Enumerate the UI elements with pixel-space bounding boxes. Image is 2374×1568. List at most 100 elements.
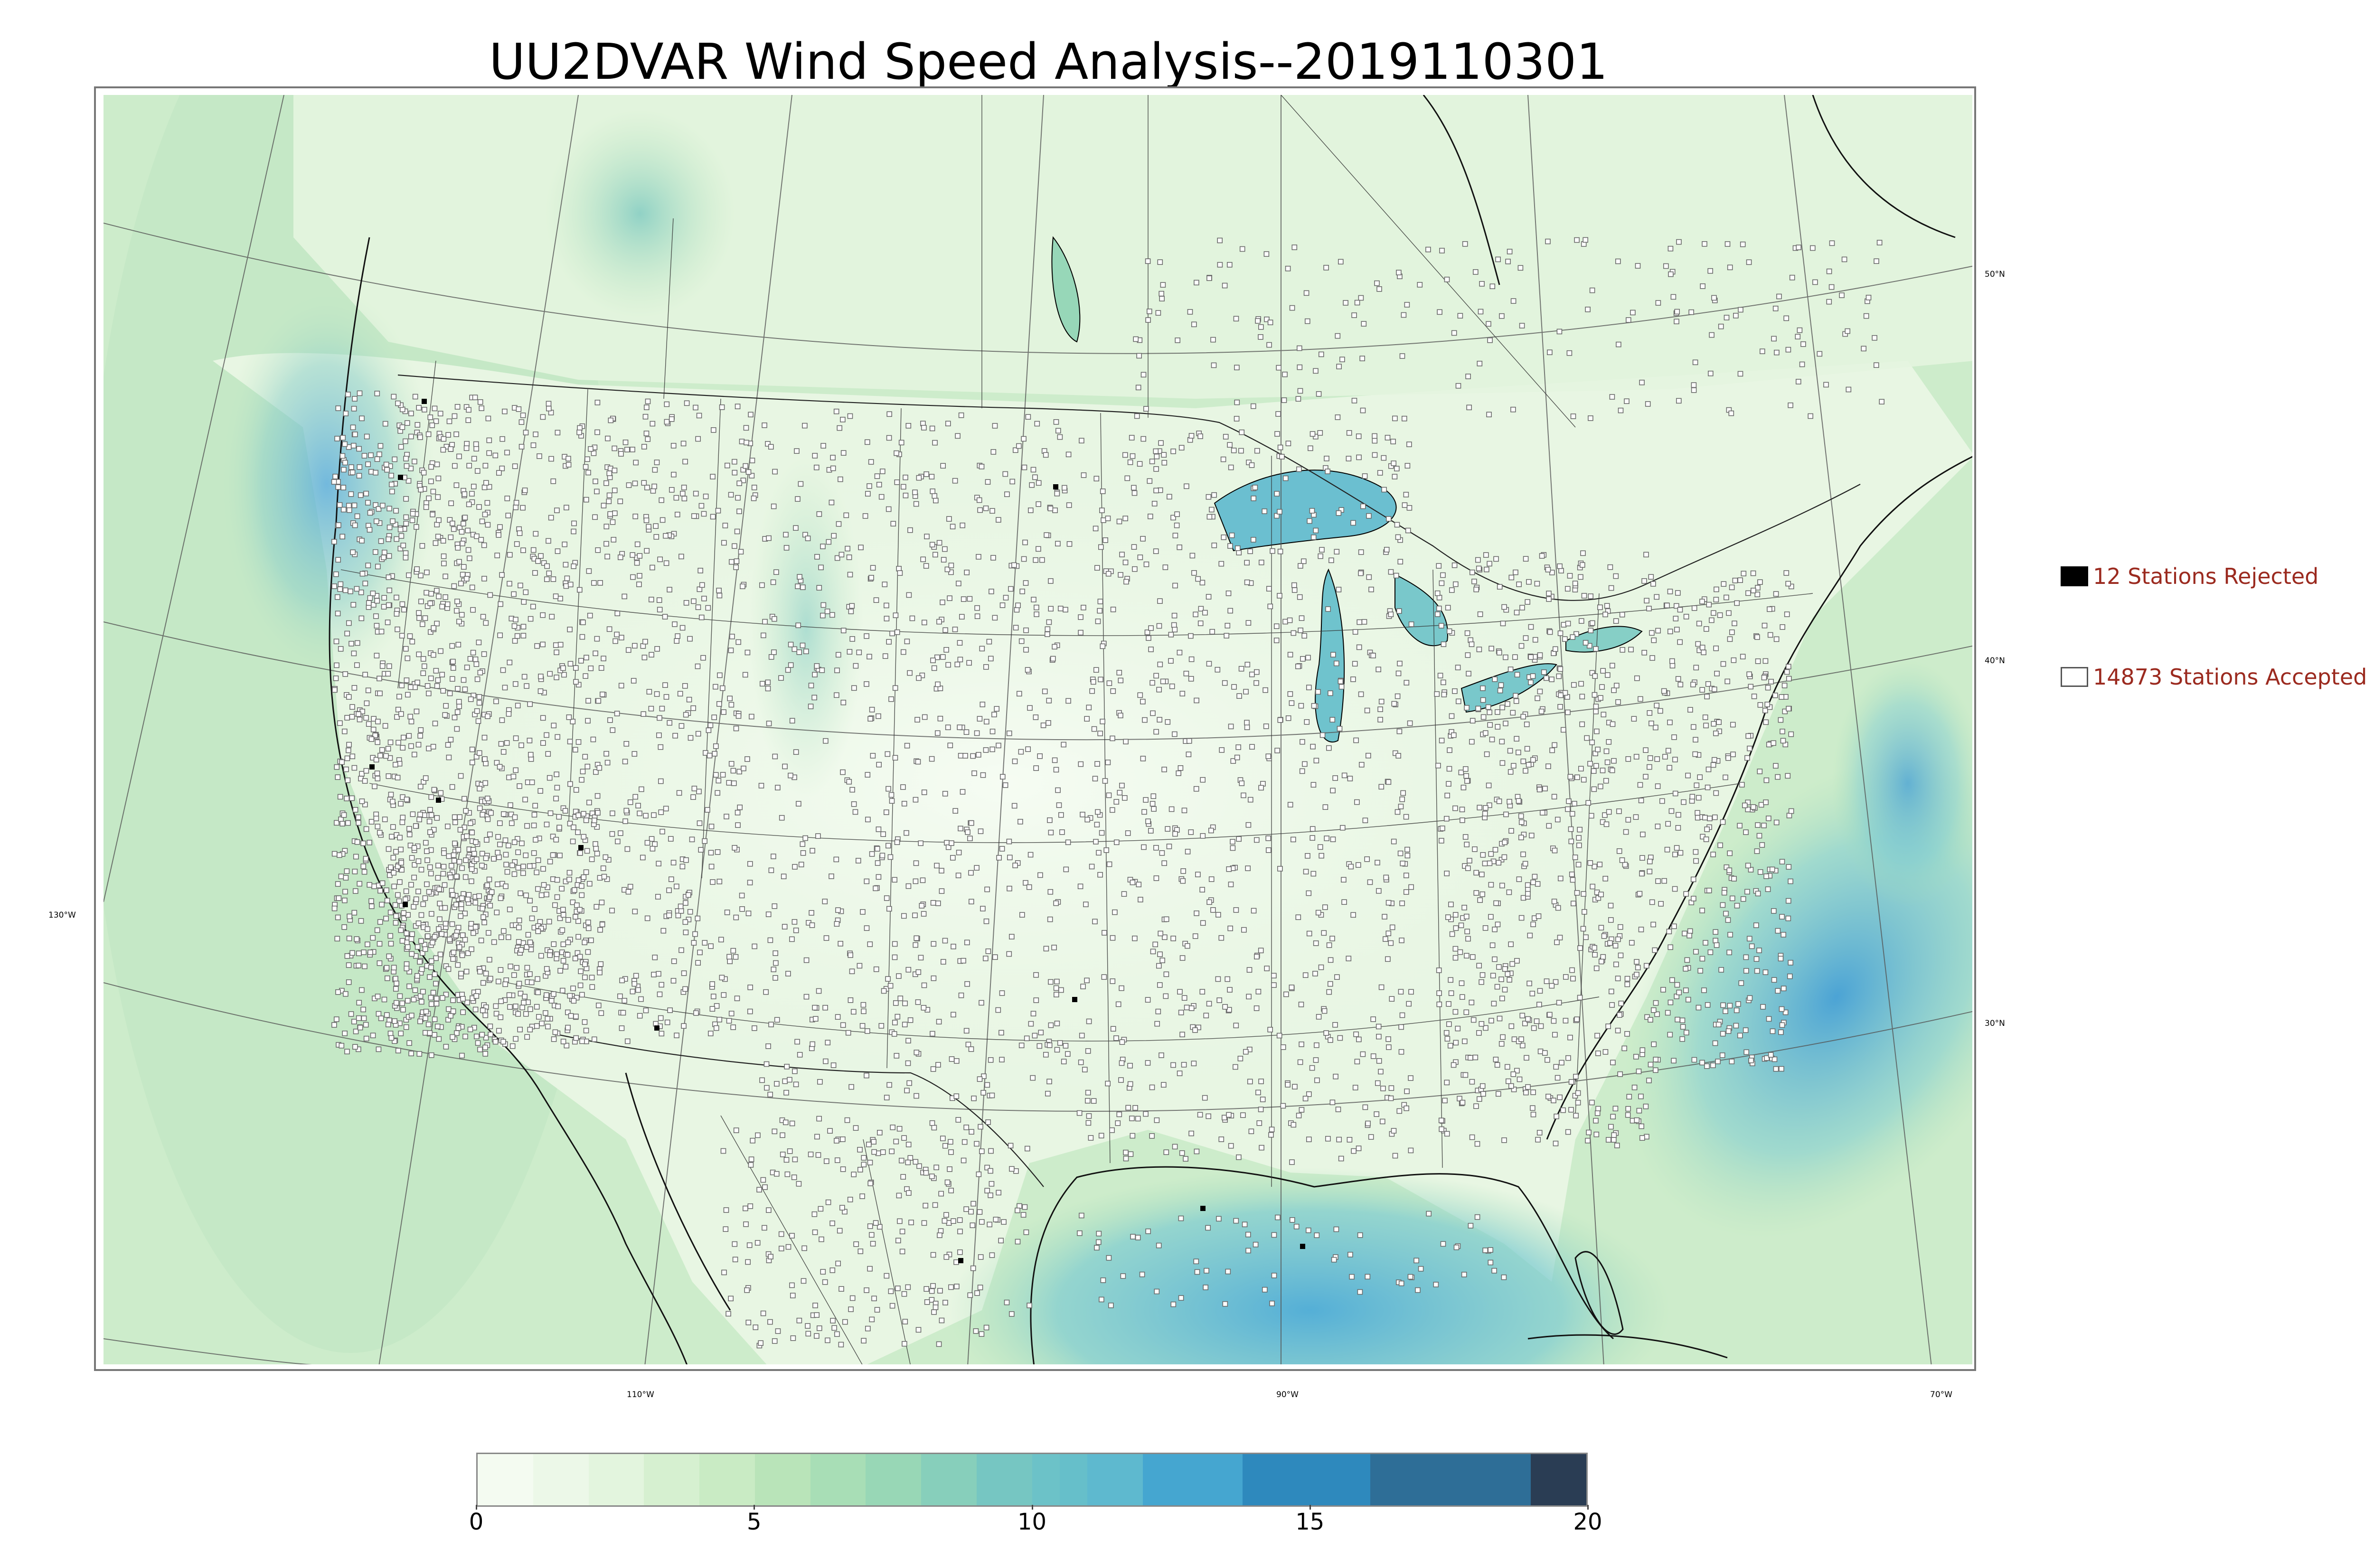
accepted-station-marker: [1163, 993, 1169, 999]
accepted-station-marker: [949, 840, 954, 846]
accepted-station-marker: [398, 711, 404, 717]
accepted-station-marker: [442, 905, 448, 911]
accepted-station-marker: [418, 487, 424, 493]
accepted-station-marker: [976, 752, 981, 758]
accepted-station-marker: [830, 1062, 837, 1068]
accepted-station-marker: [1198, 606, 1204, 612]
accepted-station-marker: [1301, 558, 1307, 564]
accepted-station-marker: [728, 1296, 734, 1302]
accepted-station-marker: [496, 532, 502, 538]
accepted-station-marker: [1053, 419, 1059, 425]
accepted-station-marker: [943, 1212, 949, 1218]
accepted-station-marker: [1357, 619, 1362, 625]
accepted-station-marker: [1194, 280, 1199, 286]
accepted-station-marker: [1301, 633, 1307, 639]
accepted-station-marker: [812, 1229, 818, 1235]
accepted-station-marker: [1507, 667, 1514, 672]
accepted-station-marker: [509, 863, 515, 868]
accepted-station-marker: [1316, 1014, 1322, 1020]
accepted-station-marker: [1215, 912, 1221, 918]
accepted-station-marker: [942, 546, 948, 552]
accepted-station-marker: [554, 785, 560, 790]
accepted-station-marker: [1477, 805, 1482, 810]
accepted-station-marker: [869, 1316, 875, 1323]
accepted-station-marker: [495, 881, 500, 887]
accepted-station-marker: [1033, 714, 1039, 720]
accepted-station-marker: [1459, 980, 1465, 986]
accepted-station-marker: [1280, 1044, 1286, 1050]
accepted-station-marker: [446, 1006, 452, 1012]
accepted-station-marker: [1701, 649, 1706, 656]
accepted-station-marker: [338, 873, 344, 879]
accepted-station-marker: [1131, 490, 1138, 496]
accepted-station-marker: [348, 491, 354, 497]
accepted-station-marker: [610, 519, 616, 525]
accepted-station-marker: [1523, 1089, 1529, 1096]
accepted-station-marker: [1065, 1051, 1071, 1057]
accepted-station-marker: [453, 608, 460, 614]
accepted-station-marker: [374, 623, 380, 629]
accepted-station-marker: [408, 433, 414, 440]
accepted-station-marker: [783, 1157, 790, 1163]
accepted-station-marker: [1710, 762, 1716, 768]
accepted-station-marker: [376, 506, 382, 512]
accepted-station-marker: [1186, 751, 1192, 757]
accepted-station-marker: [721, 1269, 727, 1276]
accepted-station-marker: [633, 973, 639, 979]
meridian-130w: [104, 95, 284, 902]
accepted-station-marker: [481, 920, 487, 925]
accepted-station-marker: [634, 560, 640, 566]
accepted-station-marker: [1319, 732, 1326, 738]
accepted-station-marker: [1567, 1034, 1573, 1041]
accepted-station-marker: [530, 603, 536, 610]
accepted-station-marker: [989, 508, 995, 514]
accepted-station-marker: [899, 1229, 905, 1234]
accepted-station-marker: [506, 774, 512, 780]
accepted-station-marker: [398, 1031, 404, 1036]
accepted-station-marker: [809, 910, 814, 916]
accepted-station-marker: [1225, 976, 1230, 982]
accepted-station-marker: [561, 672, 567, 678]
accepted-station-marker: [1559, 1060, 1564, 1066]
accepted-station-marker: [567, 627, 573, 632]
accepted-station-marker: [1135, 385, 1141, 391]
accepted-station-marker: [941, 959, 946, 965]
accepted-station-marker: [833, 408, 839, 414]
accepted-station-marker: [469, 584, 475, 591]
accepted-station-marker: [1352, 629, 1358, 635]
accepted-station-marker: [345, 777, 351, 783]
accepted-station-marker: [1386, 1044, 1392, 1050]
accepted-station-marker: [859, 1023, 866, 1029]
accepted-station-marker: [1704, 626, 1709, 632]
accepted-station-marker: [399, 1000, 405, 1006]
accepted-station-marker: [1477, 1096, 1482, 1102]
accepted-station-marker: [1727, 1003, 1733, 1009]
accepted-station-marker: [1507, 748, 1513, 754]
accepted-station-marker: [1597, 862, 1603, 867]
accepted-station-marker: [780, 1132, 785, 1138]
accepted-station-marker: [1565, 586, 1571, 592]
accepted-station-marker: [658, 1015, 664, 1021]
accepted-station-marker: [520, 624, 527, 629]
accepted-station-marker: [1525, 891, 1531, 897]
accepted-station-marker: [1314, 1232, 1320, 1238]
accepted-station-marker: [1002, 471, 1008, 477]
accepted-station-marker: [445, 966, 452, 972]
accepted-station-marker: [362, 672, 368, 677]
accepted-station-marker: [844, 1117, 850, 1123]
accepted-station-marker: [894, 450, 899, 456]
accepted-station-marker: [1529, 833, 1535, 838]
accepted-station-marker: [1306, 930, 1312, 937]
accepted-station-marker: [1532, 637, 1538, 643]
accepted-station-marker: [1244, 662, 1251, 667]
accepted-station-marker: [805, 535, 811, 541]
accepted-station-marker: [449, 643, 455, 649]
accepted-station-marker: [560, 958, 566, 964]
accepted-station-marker: [1324, 455, 1329, 461]
accepted-station-marker: [1258, 1079, 1264, 1084]
accepted-station-marker: [346, 620, 352, 626]
accepted-station-marker: [743, 425, 749, 431]
accepted-station-marker: [875, 860, 881, 866]
accepted-station-marker: [428, 965, 434, 970]
accepted-station-marker: [1350, 912, 1356, 918]
